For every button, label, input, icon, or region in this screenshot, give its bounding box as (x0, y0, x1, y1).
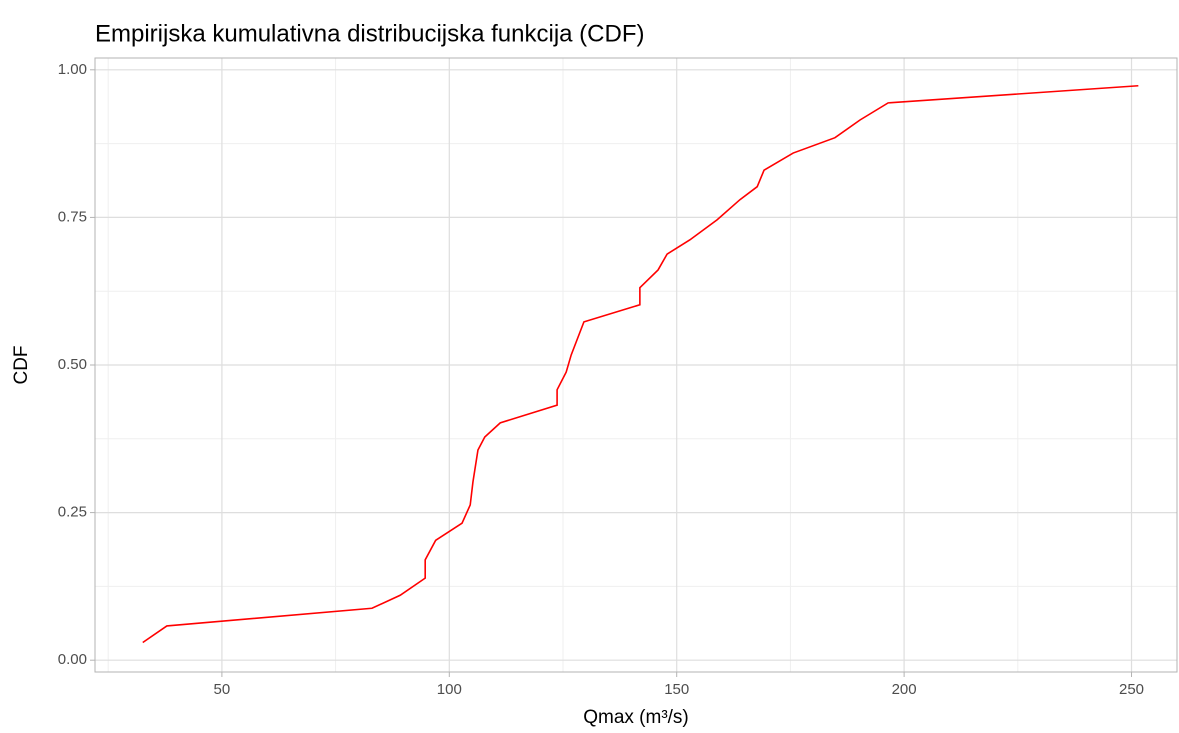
y-tick-label: 0.25 (58, 504, 87, 521)
y-tick-label: 0.50 (58, 356, 87, 373)
panel-border (94, 57, 1178, 673)
x-tick-label: 50 (214, 681, 231, 698)
x-tick-label: 250 (1119, 681, 1144, 698)
x-tick-label: 150 (664, 681, 689, 698)
x-tick-label: 200 (892, 681, 917, 698)
y-tick-label: 1.00 (58, 61, 87, 78)
chart-title: Empirijska kumulativna distribucijska fu… (95, 20, 644, 47)
x-axis-title: Qmax (m³/s) (583, 707, 689, 728)
y-axis-title: CDF (11, 345, 32, 384)
y-tick-label: 0.75 (58, 208, 87, 225)
line-series (142, 84, 1139, 644)
y-tick-label: 0.00 (58, 651, 87, 668)
x-tick-label: 100 (437, 681, 462, 698)
